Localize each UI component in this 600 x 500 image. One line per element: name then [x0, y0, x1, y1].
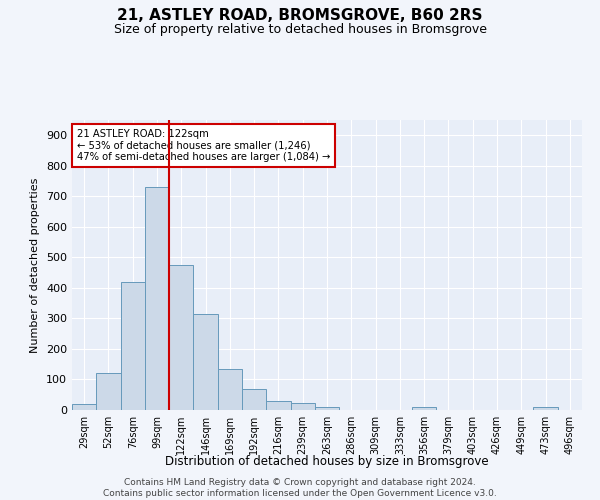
Bar	[193, 314, 218, 410]
Bar	[218, 369, 242, 410]
Text: Distribution of detached houses by size in Bromsgrove: Distribution of detached houses by size …	[165, 455, 489, 468]
Bar	[533, 407, 558, 410]
Bar	[145, 187, 169, 410]
Text: 21 ASTLEY ROAD: 122sqm
← 53% of detached houses are smaller (1,246)
47% of semi-: 21 ASTLEY ROAD: 122sqm ← 53% of detached…	[77, 128, 331, 162]
Text: Contains HM Land Registry data © Crown copyright and database right 2024.
Contai: Contains HM Land Registry data © Crown c…	[103, 478, 497, 498]
Bar	[266, 402, 290, 410]
Text: 21, ASTLEY ROAD, BROMSGROVE, B60 2RS: 21, ASTLEY ROAD, BROMSGROVE, B60 2RS	[117, 8, 483, 22]
Bar	[72, 404, 96, 410]
Bar	[290, 404, 315, 410]
Bar	[315, 407, 339, 410]
Bar	[169, 265, 193, 410]
Bar	[96, 373, 121, 410]
Bar	[121, 282, 145, 410]
Bar	[242, 389, 266, 410]
Y-axis label: Number of detached properties: Number of detached properties	[31, 178, 40, 352]
Bar	[412, 407, 436, 410]
Text: Size of property relative to detached houses in Bromsgrove: Size of property relative to detached ho…	[113, 22, 487, 36]
